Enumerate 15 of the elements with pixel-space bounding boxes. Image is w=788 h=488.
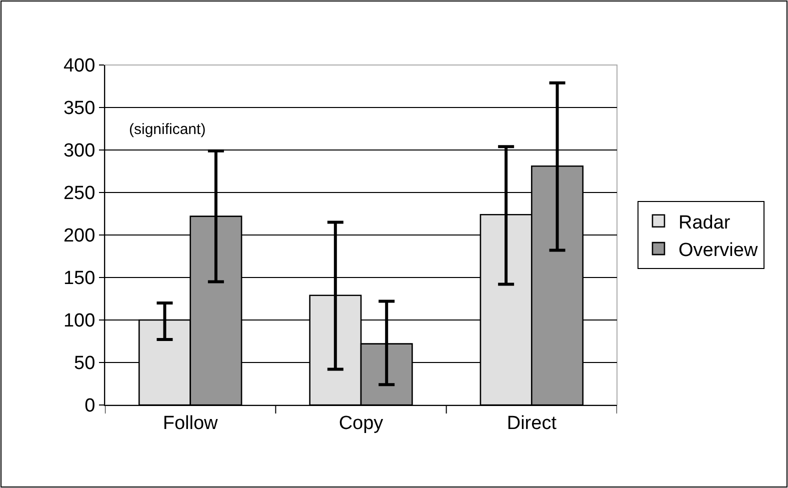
- x-tick-label: Copy: [338, 412, 384, 434]
- legend-label: Radar: [678, 212, 731, 234]
- x-tick-label: Direct: [506, 412, 558, 434]
- y-tick-label: 300: [63, 140, 96, 162]
- x-tick-label: Follow: [162, 412, 218, 434]
- y-tick-label: 400: [63, 56, 96, 77]
- y-tick-label: 50: [74, 353, 96, 374]
- y-tick-label: 150: [63, 268, 96, 290]
- y-tick-label: 200: [63, 226, 96, 247]
- y-tick-label: 250: [63, 183, 96, 204]
- legend-label: Overview: [678, 240, 758, 261]
- annotation: (significant): [129, 121, 206, 138]
- y-tick-label: 350: [63, 98, 96, 120]
- y-tick-label: 100: [63, 310, 96, 332]
- y-tick-label: 0: [84, 396, 96, 417]
